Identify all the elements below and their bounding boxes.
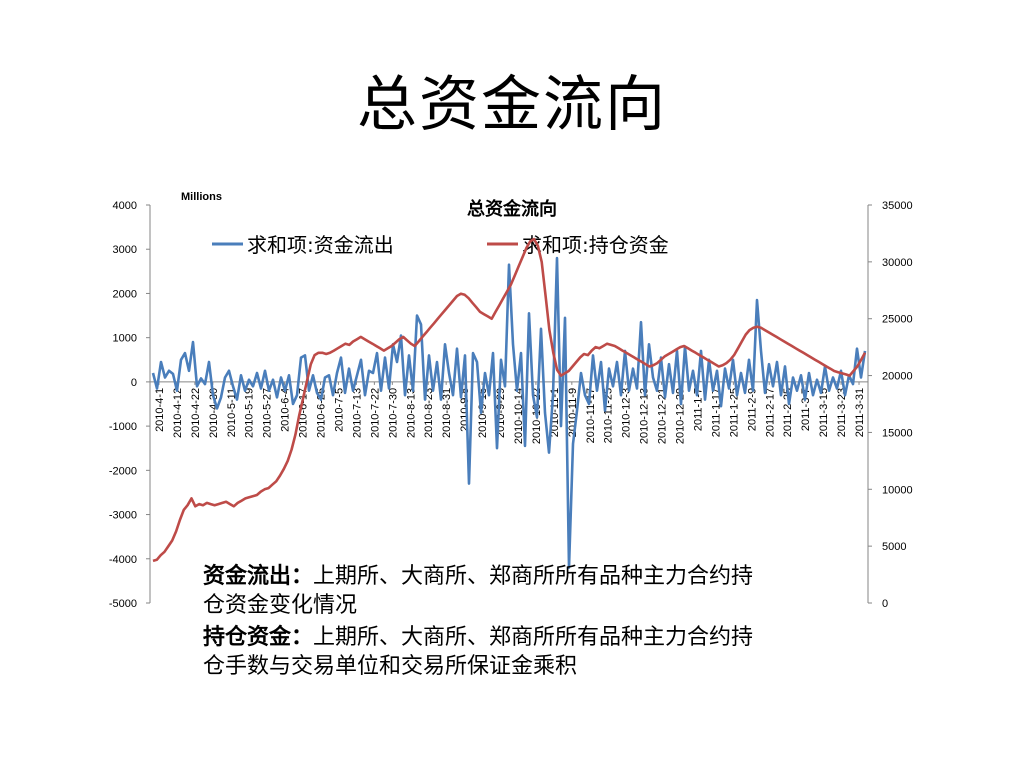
left-tick-label: -1000 <box>109 421 137 433</box>
series-line-outflow <box>151 256 867 569</box>
x-tick-label: 2010-12-13 <box>639 388 651 444</box>
left-tick-label: 4000 <box>113 200 137 212</box>
x-tick-label: 2010-7-22 <box>369 388 381 438</box>
left-tick-label: 0 <box>131 377 137 389</box>
x-tick-label: 2011-1-25 <box>728 388 740 437</box>
left-tick-label: -2000 <box>109 465 137 477</box>
series-line-position <box>152 237 867 563</box>
x-tick-label: 2011-3-15 <box>818 388 830 437</box>
x-tick-label: 2010-5-11 <box>226 388 238 437</box>
x-tick-label: 2011-2-25 <box>782 388 794 437</box>
x-tick-label: 2010-4-22 <box>190 388 202 438</box>
x-tick-label: 2010-4-1 <box>154 388 166 432</box>
left-tick-label: -3000 <box>109 510 137 522</box>
legend-label-outflow: 求和项:资金流出 <box>247 233 394 257</box>
x-tick-label: 2010-6-4 <box>280 388 292 432</box>
left-tick-label: 1000 <box>113 333 137 345</box>
x-tick-label: 2010-4-12 <box>172 388 184 438</box>
x-tick-label: 2011-2-9 <box>746 388 758 431</box>
note-outflow-term: 资金流出： <box>203 563 314 589</box>
x-tick-label: 2011-2-17 <box>764 388 776 437</box>
right-tick-label: 10000 <box>882 484 913 496</box>
note-position: 持仓资金：上期所、大商所、郑商所所有品种主力合约持仓手数与交易单位和交易所保证金… <box>203 623 763 681</box>
chart-title: 总资金流向 <box>467 198 557 220</box>
x-tick-label: 2011-1-7 <box>692 388 704 431</box>
x-tick-label: 2010-5-27 <box>262 388 274 438</box>
left-tick-label: 2000 <box>113 288 137 300</box>
left-tick-label: -4000 <box>109 554 137 566</box>
note-position-term: 持仓资金： <box>203 624 314 650</box>
left-tick-label: 3000 <box>113 244 137 256</box>
x-tick-label: 2011-3-7 <box>800 388 812 431</box>
x-tick-label: 2010-12-3 <box>621 388 633 438</box>
unit-label: Millions <box>181 191 222 203</box>
slide-title: 总资金流向 <box>357 70 667 140</box>
x-tick-label: 2010-6-17 <box>298 388 310 438</box>
note-outflow-text: 上期所、大商所、郑商所所有品种主力合约持仓资金变化情况 <box>203 564 754 618</box>
x-tick-label: 2011-3-31 <box>854 388 866 437</box>
note-outflow: 资金流出：上期所、大商所、郑商所所有品种主力合约持仓资金变化情况 <box>203 562 763 620</box>
axes: 40003000200010000-1000-2000-3000-4000-50… <box>109 200 913 610</box>
x-tick-label: 2011-3-23 <box>836 388 848 437</box>
x-tick-label: 2010-7-5 <box>333 388 345 432</box>
x-tick-label: 2010-8-31 <box>441 388 453 438</box>
x-tick-label: 2010-7-13 <box>351 388 363 438</box>
x-tick-label: 2010-5-19 <box>244 388 256 438</box>
x-tick-label: 2010-8-23 <box>423 388 435 438</box>
left-tick-label: -5000 <box>109 598 137 610</box>
x-tick-label: 2010-12-29 <box>675 388 687 444</box>
x-tick-label: 2010-4-30 <box>208 388 220 438</box>
right-tick-label: 25000 <box>882 314 913 326</box>
x-tick-label: 2010-6-25 <box>316 388 328 438</box>
note-position-text: 上期所、大商所、郑商所所有品种主力合约持仓手数与交易单位和交易所保证金乘积 <box>203 625 754 679</box>
right-tick-label: 15000 <box>882 427 913 439</box>
x-tick-label: 2010-7-30 <box>387 388 399 438</box>
x-tick-label: 2010-12-21 <box>657 388 669 444</box>
right-tick-label: 0 <box>882 598 888 610</box>
right-tick-label: 5000 <box>882 541 906 553</box>
right-tick-label: 35000 <box>882 200 913 212</box>
legend-label-position: 求和项:持仓资金 <box>522 233 669 257</box>
x-tick-label: 2010-8-13 <box>405 388 417 438</box>
right-tick-label: 20000 <box>882 371 913 383</box>
right-tick-label: 30000 <box>882 257 913 269</box>
legend: 求和项:资金流出 求和项:持仓资金 <box>212 233 669 257</box>
plot-area <box>151 237 867 569</box>
